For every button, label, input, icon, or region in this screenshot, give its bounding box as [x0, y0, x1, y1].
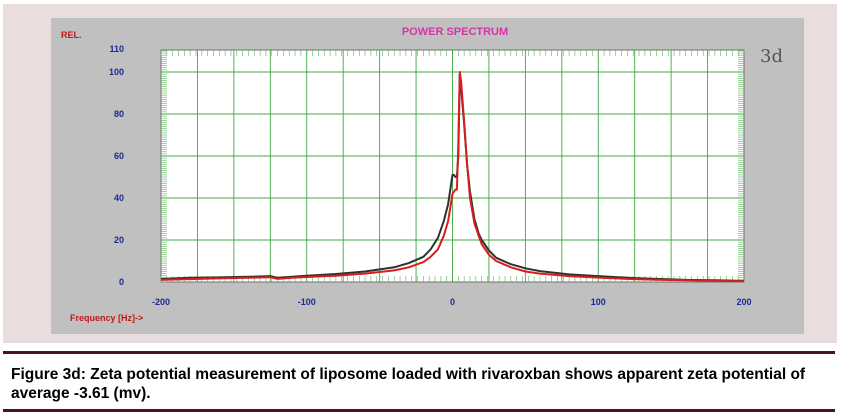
y-axis-label: REL. [61, 30, 82, 40]
panel-label: 3d [760, 46, 783, 67]
x-tick-label: 200 [736, 297, 751, 307]
y-tick-label: 0 [119, 277, 124, 287]
series-line-2 [160, 71, 745, 283]
plot-area: 0 20 40 60 80 100 110 -200 -100 0 100 200 [109, 44, 752, 307]
figure-frame: POWER SPECTRUM REL. Frequency [Hz]-> 3d … [3, 4, 837, 343]
x-axis-label: Frequency [Hz]-> [70, 313, 143, 323]
y-tick-label: 40 [114, 193, 124, 203]
chart-panel: POWER SPECTRUM REL. Frequency [Hz]-> 3d … [51, 18, 804, 334]
y-tick-label: 60 [114, 151, 124, 161]
y-tick-label: 100 [109, 67, 124, 77]
caption-top-rule [3, 351, 835, 354]
y-tick-label: 20 [114, 235, 124, 245]
y-tick-label: 80 [114, 109, 124, 119]
x-tick-label: 0 [450, 297, 455, 307]
power-spectrum-chart: POWER SPECTRUM REL. Frequency [Hz]-> 3d … [61, 26, 783, 323]
figure-caption: Figure 3d: Zeta potential measurement of… [11, 366, 806, 402]
x-tick-label: -200 [152, 297, 170, 307]
x-tick-label: 100 [591, 297, 606, 307]
chart-title: POWER SPECTRUM [402, 26, 508, 38]
caption-bottom-rule [3, 409, 835, 412]
x-tick-label: -100 [298, 297, 316, 307]
y-tick-label: 110 [109, 44, 124, 54]
